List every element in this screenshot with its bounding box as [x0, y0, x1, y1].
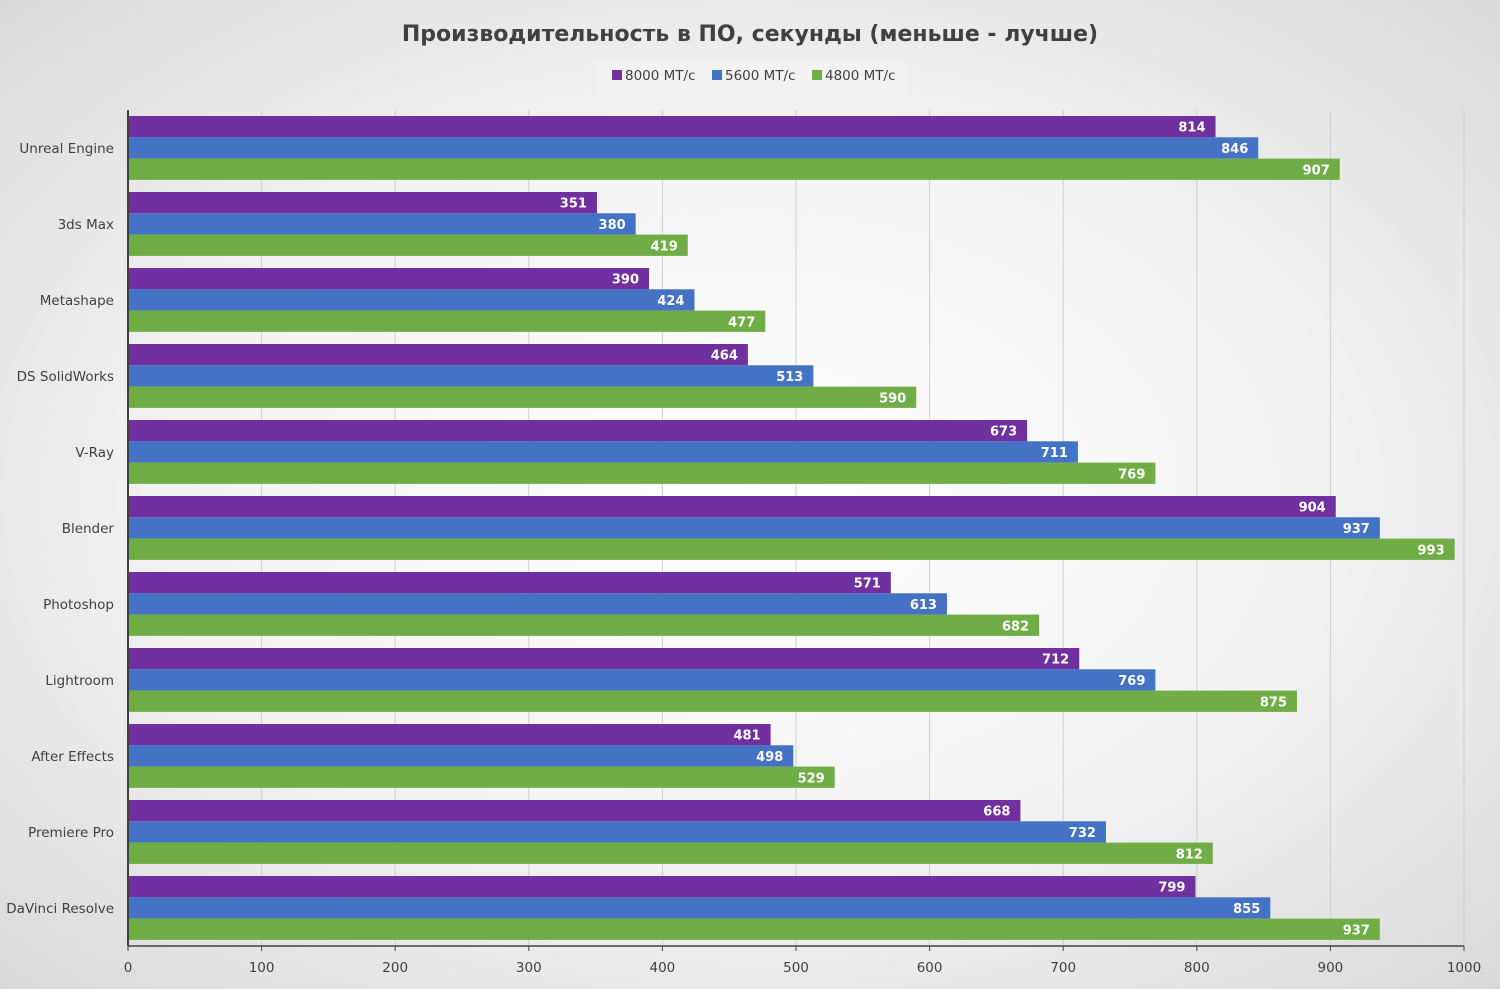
- bar: [128, 496, 1336, 518]
- data-label: 351: [560, 197, 587, 212]
- x-tick-label: 100: [249, 960, 275, 976]
- data-label: 380: [599, 218, 626, 233]
- data-label: 769: [1118, 467, 1145, 482]
- bar: [128, 386, 917, 408]
- bar: [128, 268, 650, 290]
- x-tick-label: 400: [650, 960, 676, 976]
- data-label: 529: [798, 771, 825, 786]
- x-tick-label: 600: [917, 960, 943, 976]
- category-label: V-Ray: [75, 445, 114, 461]
- bar: [128, 116, 1216, 138]
- data-label: 814: [1178, 121, 1205, 136]
- legend-swatch: [612, 70, 622, 80]
- data-label: 846: [1221, 142, 1248, 157]
- bar: [128, 517, 1380, 539]
- data-label: 993: [1418, 543, 1445, 558]
- data-label: 812: [1176, 847, 1203, 862]
- category-label: After Effects: [31, 749, 114, 765]
- data-label: 668: [983, 805, 1010, 820]
- x-tick-label: 900: [1318, 960, 1344, 976]
- x-tick-label: 500: [783, 960, 809, 976]
- bar: [128, 745, 794, 767]
- legend-box: [596, 61, 907, 90]
- data-label: 498: [756, 750, 783, 765]
- data-label: 673: [990, 425, 1017, 440]
- data-label: 481: [733, 729, 760, 744]
- category-label: 3ds Max: [58, 217, 114, 233]
- bar: [128, 690, 1297, 712]
- data-label: 571: [854, 577, 881, 592]
- data-label: 711: [1041, 446, 1068, 461]
- x-tick-label: 300: [516, 960, 542, 976]
- legend: 8000 MT/c 5600 MT/c 4800 MT/c: [612, 68, 896, 84]
- bar: [128, 897, 1271, 919]
- data-label: 937: [1343, 522, 1370, 537]
- legend-swatch: [712, 70, 722, 80]
- chart-title: Производительность в ПО, секунды (меньше…: [402, 22, 1098, 47]
- bar: [128, 344, 748, 366]
- category-label: Lightroom: [45, 673, 114, 689]
- bar: [128, 462, 1156, 484]
- data-label: 390: [612, 273, 639, 288]
- data-label: 799: [1158, 881, 1185, 896]
- bar: [128, 614, 1040, 636]
- data-label: 590: [879, 391, 906, 406]
- data-label: 613: [910, 598, 937, 613]
- bar: [128, 365, 814, 387]
- data-label: 513: [776, 370, 803, 385]
- bar: [128, 213, 636, 235]
- legend-label: 5600 MT/c: [725, 68, 796, 84]
- bar: [128, 842, 1213, 864]
- bar: [128, 192, 597, 214]
- category-label: DaVinci Resolve: [6, 901, 114, 917]
- x-tick-label: 200: [382, 960, 408, 976]
- data-label: 855: [1233, 902, 1260, 917]
- bar: [128, 669, 1156, 691]
- data-label: 464: [711, 349, 738, 364]
- bar: [128, 572, 891, 594]
- bar: [128, 876, 1196, 898]
- category-label: Unreal Engine: [19, 141, 114, 157]
- bar: [128, 420, 1028, 442]
- legend-label: 8000 MT/c: [625, 68, 696, 84]
- data-label: 904: [1299, 501, 1326, 516]
- data-label: 732: [1069, 826, 1096, 841]
- data-label: 419: [651, 239, 678, 254]
- bar: [128, 137, 1259, 159]
- data-label: 769: [1118, 674, 1145, 689]
- bar: [128, 821, 1106, 843]
- legend-swatch: [812, 70, 822, 80]
- x-tick-label: 0: [124, 960, 133, 976]
- category-label: Blender: [62, 521, 115, 537]
- data-label: 907: [1303, 163, 1330, 178]
- x-tick-label: 1000: [1447, 960, 1481, 976]
- category-label: DS SolidWorks: [17, 369, 114, 385]
- category-label: Photoshop: [43, 597, 114, 613]
- data-label: 937: [1343, 923, 1370, 938]
- bar: [128, 310, 766, 332]
- bar: [128, 538, 1455, 560]
- data-label: 424: [657, 294, 684, 309]
- data-label: 875: [1260, 695, 1287, 710]
- bar: [128, 918, 1380, 940]
- category-label: Metashape: [40, 293, 114, 309]
- data-label: 682: [1002, 619, 1029, 634]
- bar: [128, 724, 771, 746]
- bar: [128, 593, 947, 615]
- bar: [128, 766, 835, 788]
- legend-label: 4800 MT/c: [825, 68, 896, 84]
- bar: [128, 648, 1080, 670]
- bar: [128, 158, 1340, 180]
- x-tick-label: 800: [1184, 960, 1210, 976]
- bar: [128, 289, 695, 311]
- data-label: 712: [1042, 653, 1069, 668]
- bar: [128, 441, 1078, 463]
- bar: [128, 800, 1021, 822]
- x-tick-label: 700: [1050, 960, 1076, 976]
- data-label: 477: [728, 315, 755, 330]
- category-label: Premiere Pro: [28, 825, 114, 841]
- bar: [128, 234, 688, 256]
